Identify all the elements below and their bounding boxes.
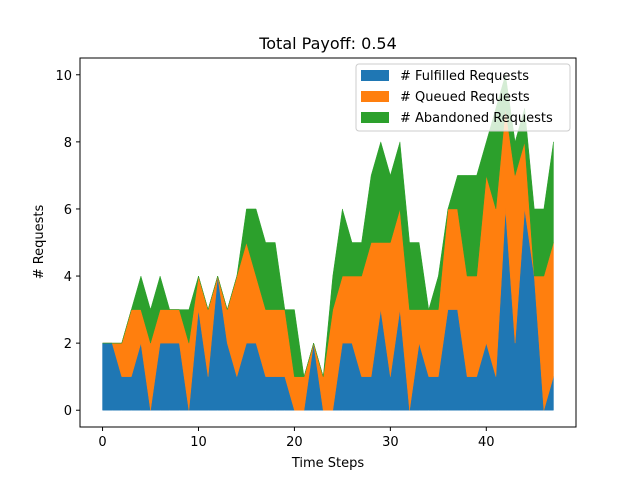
- x-tick-label: 10: [190, 435, 207, 450]
- x-tick-label: 40: [478, 435, 495, 450]
- x-axis-label: Time Steps: [291, 456, 365, 471]
- legend: # Fulfilled Requests # Queued Requests # A…: [355, 63, 571, 132]
- x-tick-label: 20: [286, 435, 303, 450]
- legend-label: # Queued Requests: [400, 90, 530, 105]
- y-tick-label: 10: [55, 69, 72, 84]
- legend-label: # Abandoned Requests: [400, 111, 553, 126]
- y-tick-label: 8: [64, 136, 72, 151]
- x-axis-ticks: 0 10 20 30 40: [98, 427, 495, 450]
- x-tick-label: 30: [382, 435, 399, 450]
- y-tick-label: 6: [64, 203, 72, 218]
- chart-title: Total Payoff: 0.54: [258, 34, 397, 53]
- legend-box: [355, 63, 571, 132]
- y-tick-label: 2: [64, 337, 72, 352]
- x-tick-label: 0: [98, 435, 106, 450]
- legend-label: # Fulfilled Requests: [400, 69, 529, 84]
- y-axis-ticks: 0 2 4 6 8 10: [55, 69, 80, 419]
- plot-frame: [79, 57, 577, 428]
- legend-swatch: [361, 91, 389, 102]
- legend-swatch: [361, 112, 389, 123]
- y-tick-label: 4: [64, 270, 72, 285]
- y-tick-label: 0: [64, 404, 72, 419]
- legend-swatch: [361, 70, 389, 81]
- y-axis-label: # Requests: [32, 204, 47, 279]
